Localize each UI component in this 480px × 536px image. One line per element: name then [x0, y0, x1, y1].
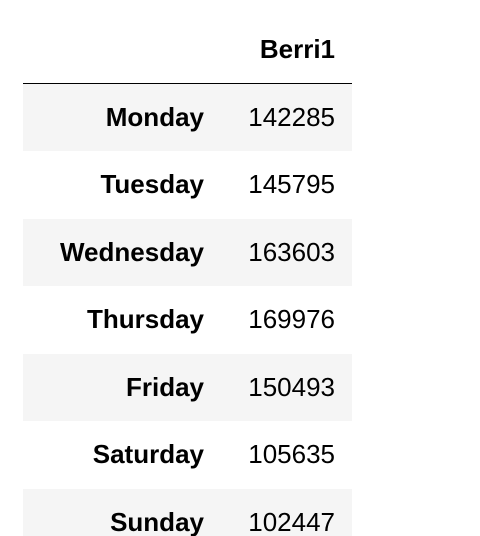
row-label: Sunday	[110, 506, 204, 536]
table-row: Thursday 169976	[23, 286, 352, 354]
table-body: Monday 142285 Tuesday 145795 Wednesday 1…	[23, 83, 352, 536]
cell-value: 102447	[248, 506, 335, 536]
cell-value: 145795	[248, 169, 335, 200]
row-label: Monday	[105, 102, 204, 132]
index-header	[23, 16, 221, 84]
cell-value: 150493	[248, 371, 335, 402]
table-header: Berri1	[23, 16, 352, 84]
row-label: Thursday	[86, 304, 204, 335]
row-label: Wednesday	[59, 236, 204, 267]
table-row: Saturday 105635	[23, 421, 352, 489]
cell-value: 105635	[248, 439, 335, 470]
cell-value: 163603	[248, 236, 335, 267]
table-row: Monday 142285	[23, 83, 352, 151]
cell-value: 142285	[248, 102, 335, 132]
table-row: Tuesday 145795	[23, 151, 352, 219]
table-row: Friday 150493	[23, 353, 352, 421]
cell-value: 169976	[248, 304, 335, 335]
table-row: Sunday 102447	[23, 488, 352, 536]
dataframe-table: Berri1 Monday 142285 Tuesday 145795 Wedn…	[23, 16, 352, 536]
header-row: Berri1	[23, 16, 352, 84]
table-row: Wednesday 163603	[23, 218, 352, 286]
row-label: Saturday	[92, 439, 204, 470]
row-label: Tuesday	[100, 169, 204, 200]
column-header-berri1: Berri1	[221, 16, 352, 84]
row-label: Friday	[125, 371, 204, 402]
